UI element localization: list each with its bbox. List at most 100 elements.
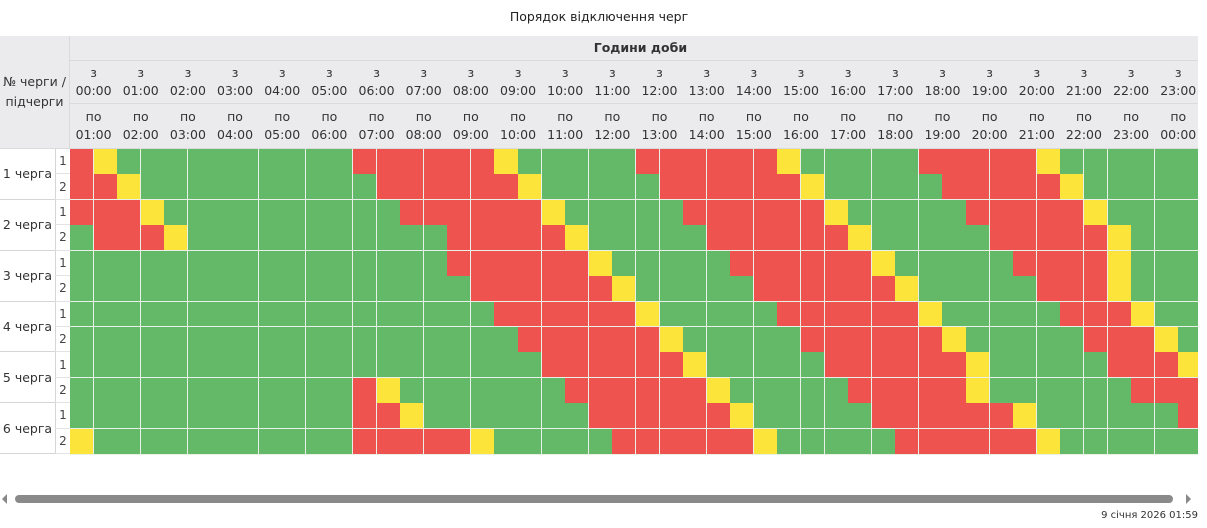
outage-cell (117, 199, 142, 226)
outage-cell (848, 276, 873, 302)
power-on-cell (1178, 301, 1198, 328)
outage-cell (824, 276, 849, 302)
hour-to-header: по 22:00 (1060, 104, 1109, 149)
outage-cell (93, 199, 118, 226)
power-on-cell (942, 225, 967, 252)
outage-cell (93, 174, 118, 201)
power-on-cell (305, 377, 330, 404)
outage-cell (376, 403, 401, 430)
power-on-cell (683, 301, 708, 328)
hour-from-header: з 06:00 (352, 61, 402, 104)
outage-cell (1107, 352, 1132, 379)
power-on-cell (494, 428, 519, 455)
possible-outage-cell (753, 428, 778, 455)
time-label: 01:00 (75, 127, 112, 142)
outage-cell (1083, 276, 1109, 302)
hour-from-header: з 09:00 (494, 61, 543, 104)
power-on-cell (164, 326, 189, 353)
outage-cell (1154, 377, 1179, 404)
prefix-label: по (745, 109, 762, 124)
outage-cell (93, 225, 118, 252)
time-label: 00:00 (1160, 127, 1197, 142)
power-on-cell (329, 428, 354, 455)
power-on-cell (329, 403, 354, 430)
power-on-cell (423, 250, 448, 277)
power-on-cell (447, 352, 472, 379)
outage-cell (1154, 352, 1179, 379)
power-on-cell (871, 225, 896, 252)
subqueue-label: 2 (55, 276, 70, 302)
prefix-label: з (137, 65, 145, 80)
power-on-cell (895, 225, 920, 252)
prefix-label: з (373, 65, 380, 80)
time-label: 02:00 (122, 127, 159, 142)
power-on-cell (1036, 301, 1061, 328)
power-on-cell (565, 403, 590, 430)
power-on-cell (352, 250, 378, 277)
possible-outage-cell (1036, 428, 1061, 455)
possible-outage-cell (966, 377, 991, 404)
outage-cell (800, 250, 826, 277)
outage-cell (659, 149, 684, 175)
power-on-cell (1036, 352, 1061, 379)
prefix-label: по (85, 109, 102, 124)
power-on-cell (753, 352, 778, 379)
power-on-cell (541, 377, 566, 404)
power-on-cell (541, 149, 566, 175)
time-label: 18:00 (924, 83, 961, 98)
power-on-cell (70, 352, 95, 379)
power-on-cell (1154, 250, 1179, 277)
power-on-cell (1083, 377, 1109, 404)
power-on-cell (1107, 199, 1132, 226)
outage-cell (635, 428, 660, 455)
outage-cell (942, 403, 967, 430)
hour-to-header: по 08:00 (400, 104, 449, 149)
power-on-cell (117, 326, 142, 353)
power-on-cell (140, 276, 165, 302)
hour-to-header: по 07:00 (352, 104, 402, 149)
time-label: 04:00 (217, 127, 254, 142)
hour-to-header: по 03:00 (164, 104, 213, 149)
timestamp: 9 січня 2026 01:59 (1101, 510, 1198, 521)
power-on-cell (1178, 428, 1198, 455)
outage-cell (895, 377, 920, 404)
power-on-cell (942, 276, 967, 302)
power-on-cell (187, 352, 212, 379)
power-on-cell (683, 276, 708, 302)
scroll-right-arrow-icon[interactable] (1186, 494, 1191, 504)
outage-cell (376, 428, 401, 455)
power-on-cell (211, 377, 236, 404)
power-on-cell (706, 276, 731, 302)
time-label: 10:00 (500, 127, 537, 142)
possible-outage-cell (1083, 199, 1109, 226)
power-on-cell (211, 301, 236, 328)
prefix-label: по (981, 109, 998, 124)
outage-cell (1083, 250, 1109, 277)
power-on-cell (70, 250, 95, 277)
outage-cell (447, 174, 472, 201)
power-on-cell (447, 377, 472, 404)
time-label: 01:00 (122, 83, 159, 98)
outage-cell (659, 377, 684, 404)
prefix-label: по (1028, 109, 1045, 124)
time-label: 23:00 (1113, 127, 1150, 142)
horizontal-scrollbar[interactable] (0, 490, 1198, 508)
outage-cell (777, 276, 802, 302)
power-on-cell (235, 149, 260, 175)
outage-cell (683, 149, 708, 175)
power-on-cell (1083, 149, 1109, 175)
time-label: 09:00 (452, 127, 489, 142)
power-on-cell (140, 377, 165, 404)
outage-cell (612, 352, 637, 379)
scrollbar-thumb[interactable] (15, 495, 1173, 503)
outage-cell (989, 149, 1014, 175)
power-on-cell (588, 225, 613, 252)
hour-from-header: з 15:00 (777, 61, 826, 104)
possible-outage-cell (942, 326, 967, 353)
possible-outage-cell (1178, 352, 1198, 379)
scroll-left-arrow-icon[interactable] (2, 494, 7, 504)
power-on-cell (518, 377, 543, 404)
hour-to-header: по 17:00 (824, 104, 873, 149)
outage-cell (376, 174, 401, 201)
power-on-cell (117, 250, 142, 277)
